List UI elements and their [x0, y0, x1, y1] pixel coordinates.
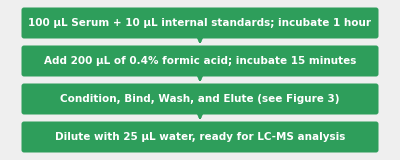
FancyBboxPatch shape	[22, 121, 378, 152]
FancyBboxPatch shape	[22, 84, 378, 115]
Text: Add 200 µL of 0.4% formic acid; incubate 15 minutes: Add 200 µL of 0.4% formic acid; incubate…	[44, 56, 356, 66]
Text: Dilute with 25 µL water, ready for LC-MS analysis: Dilute with 25 µL water, ready for LC-MS…	[55, 132, 345, 142]
Text: Condition, Bind, Wash, and Elute (see Figure 3): Condition, Bind, Wash, and Elute (see Fi…	[60, 94, 340, 104]
FancyBboxPatch shape	[22, 45, 378, 76]
FancyBboxPatch shape	[22, 8, 378, 39]
Text: 100 µL Serum + 10 µL internal standards; incubate 1 hour: 100 µL Serum + 10 µL internal standards;…	[28, 18, 372, 28]
